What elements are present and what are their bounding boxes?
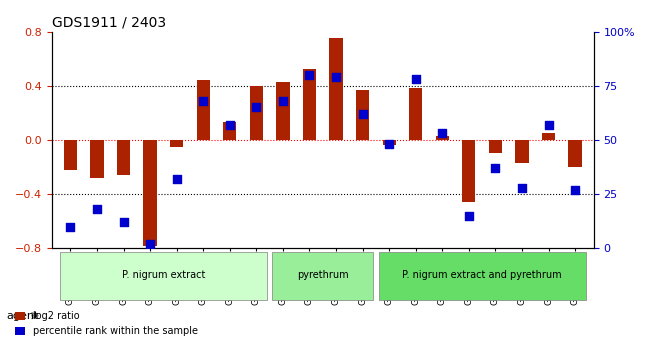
Point [198, 98, 209, 104]
Text: pyrethrum: pyrethrum [297, 270, 348, 280]
Point [225, 122, 235, 128]
Bar [568, 140, 582, 167]
Text: P. nigrum extract: P. nigrum extract [122, 270, 205, 280]
Point [331, 74, 341, 80]
Bar [436, 136, 449, 140]
Bar [303, 69, 316, 140]
Point [65, 224, 75, 229]
Bar [144, 140, 157, 246]
FancyBboxPatch shape [272, 252, 373, 300]
Point [358, 111, 368, 117]
Bar [515, 140, 528, 163]
Point [92, 206, 102, 212]
Bar [542, 133, 555, 140]
Bar [356, 90, 369, 140]
FancyBboxPatch shape [60, 252, 267, 300]
Point [570, 187, 580, 193]
Legend: log2 ratio, percentile rank within the sample: log2 ratio, percentile rank within the s… [11, 307, 202, 340]
Point [118, 219, 129, 225]
Point [463, 213, 474, 218]
Text: agent: agent [6, 311, 39, 321]
Point [437, 131, 447, 136]
Point [517, 185, 527, 190]
Text: GDS1911 / 2403: GDS1911 / 2403 [52, 15, 166, 29]
Point [384, 141, 395, 147]
Point [411, 77, 421, 82]
Bar [170, 140, 183, 147]
FancyBboxPatch shape [378, 252, 586, 300]
Bar [276, 82, 289, 140]
Point [278, 98, 288, 104]
Point [490, 165, 501, 171]
Bar [330, 38, 343, 140]
Bar [117, 140, 130, 175]
Bar [489, 140, 502, 154]
Bar [250, 86, 263, 140]
Bar [409, 88, 423, 140]
Bar [223, 122, 237, 140]
Point [172, 176, 182, 182]
Bar [462, 140, 475, 202]
Bar [196, 80, 210, 140]
Point [304, 72, 315, 78]
Point [145, 241, 155, 247]
Bar [382, 140, 396, 145]
Point [251, 105, 261, 110]
Bar [64, 140, 77, 170]
Text: P. nigrum extract and pyrethrum: P. nigrum extract and pyrethrum [402, 270, 562, 280]
Point [543, 122, 554, 128]
Bar [90, 140, 103, 178]
